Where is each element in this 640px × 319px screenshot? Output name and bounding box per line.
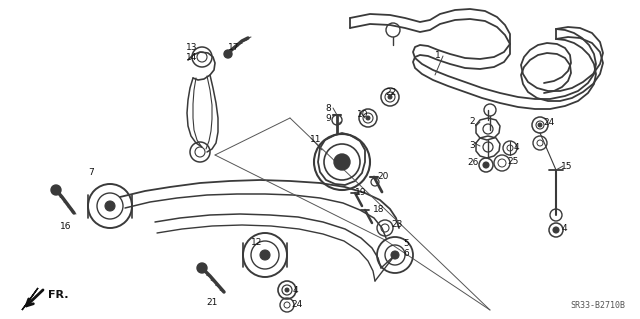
Text: 4: 4 xyxy=(293,286,299,295)
Circle shape xyxy=(224,50,232,58)
Text: 4: 4 xyxy=(562,224,568,233)
Text: 6: 6 xyxy=(403,249,409,258)
Circle shape xyxy=(388,95,392,99)
Polygon shape xyxy=(22,288,38,310)
Text: 10: 10 xyxy=(357,110,369,119)
Text: 25: 25 xyxy=(507,157,518,166)
Circle shape xyxy=(483,162,489,168)
Text: 3: 3 xyxy=(469,141,475,150)
Text: 16: 16 xyxy=(60,222,72,231)
Text: 18: 18 xyxy=(373,205,385,214)
Text: 15: 15 xyxy=(561,162,573,171)
Text: 20: 20 xyxy=(377,172,388,181)
Text: 17: 17 xyxy=(228,43,239,52)
Circle shape xyxy=(391,251,399,259)
Text: 1: 1 xyxy=(435,51,441,60)
Circle shape xyxy=(285,288,289,292)
Text: 9: 9 xyxy=(325,114,331,123)
Text: SR33-B2710B: SR33-B2710B xyxy=(570,301,625,310)
Text: 5: 5 xyxy=(403,239,409,248)
Circle shape xyxy=(197,263,207,273)
Circle shape xyxy=(51,185,61,195)
Text: 11: 11 xyxy=(310,135,321,144)
Text: 14: 14 xyxy=(186,53,197,62)
Text: 8: 8 xyxy=(325,104,331,113)
Text: 24: 24 xyxy=(291,300,302,309)
Circle shape xyxy=(366,116,370,120)
Text: 26: 26 xyxy=(467,158,478,167)
Text: 7: 7 xyxy=(88,168,93,177)
Text: 24: 24 xyxy=(543,118,554,127)
Circle shape xyxy=(260,250,270,260)
Text: 22: 22 xyxy=(385,88,396,97)
Circle shape xyxy=(105,201,115,211)
Text: 21: 21 xyxy=(206,298,218,307)
Text: FR.: FR. xyxy=(48,290,68,300)
Text: 12: 12 xyxy=(251,238,262,247)
Text: 2: 2 xyxy=(469,117,475,126)
Text: 19: 19 xyxy=(355,188,367,197)
Circle shape xyxy=(538,123,542,127)
Circle shape xyxy=(334,154,350,170)
Text: 4: 4 xyxy=(514,143,520,152)
Text: 13: 13 xyxy=(186,43,198,52)
Text: 23: 23 xyxy=(391,220,403,229)
Circle shape xyxy=(553,227,559,233)
